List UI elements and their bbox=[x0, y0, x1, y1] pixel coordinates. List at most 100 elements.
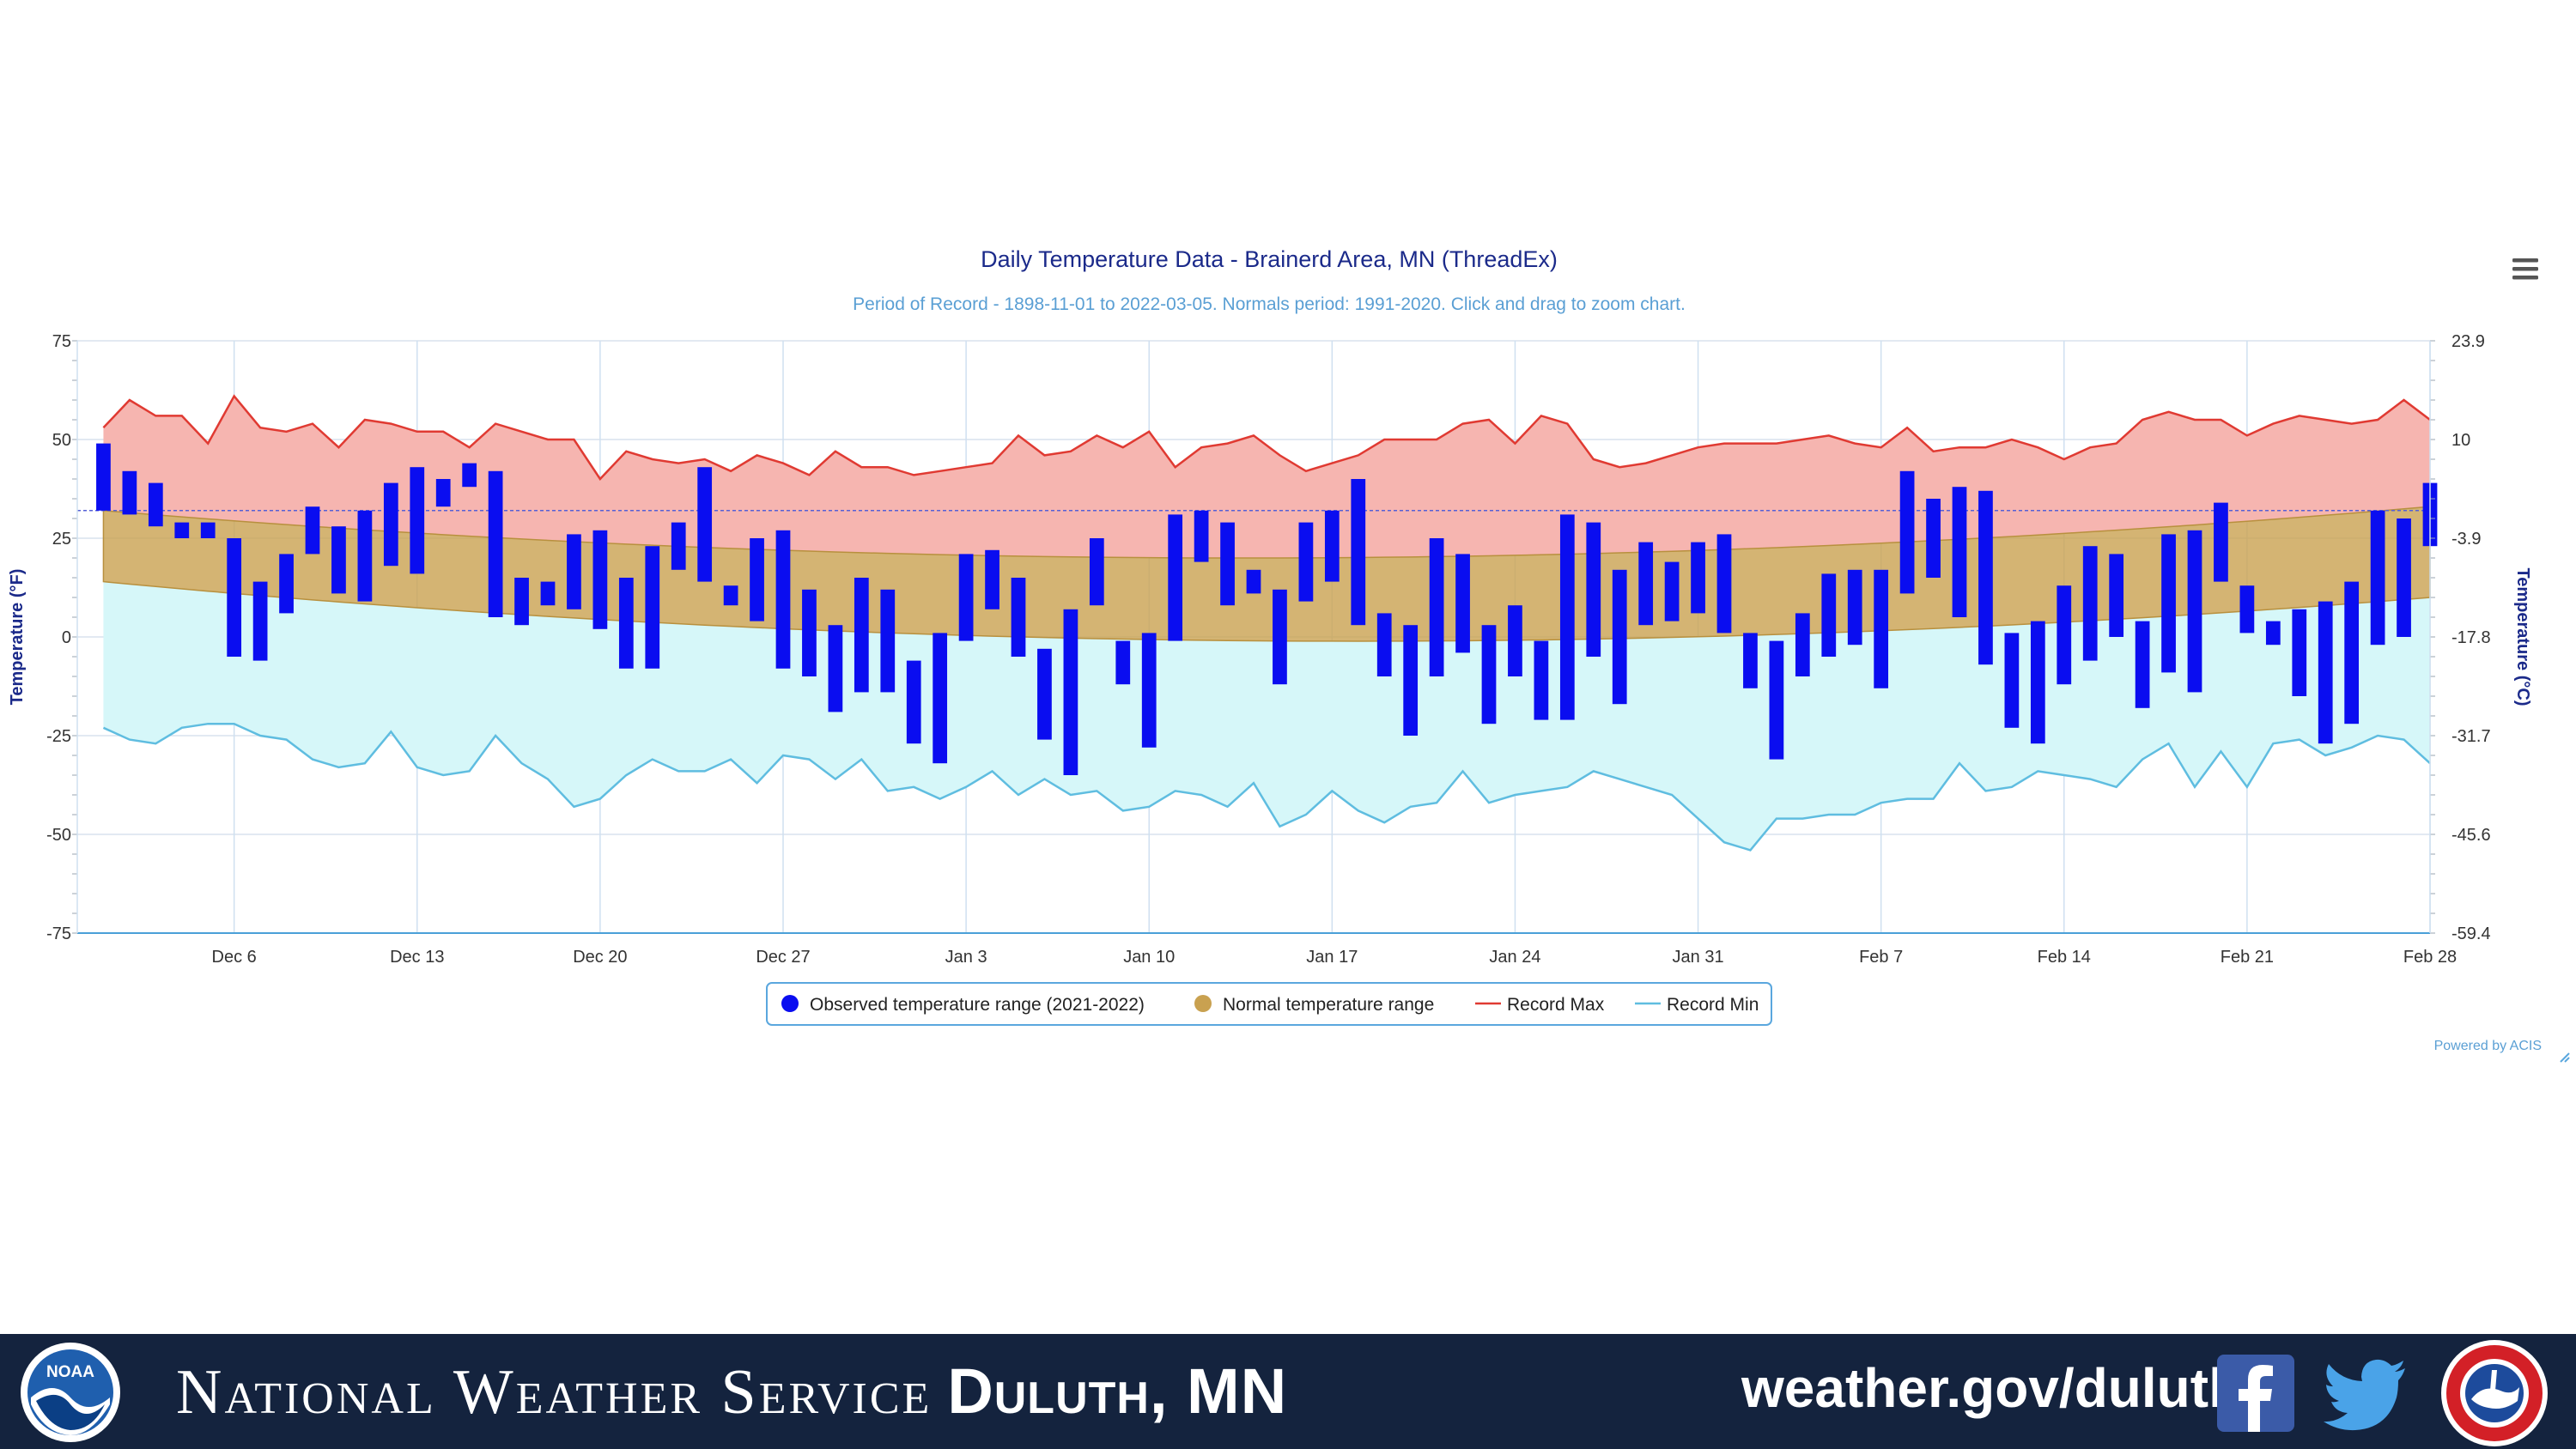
observed-range-series[interactable] bbox=[96, 443, 2438, 775]
temperature-chart[interactable]: 75 23.9 50 10 25 -3.9 0 -17.8 -25 -31.7 -50 -45.6 -7… bbox=[0, 0, 2576, 1334]
observed-bar[interactable] bbox=[1691, 542, 1705, 614]
observed-bar[interactable] bbox=[958, 554, 974, 641]
observed-bar[interactable] bbox=[1795, 613, 1810, 676]
observed-bar[interactable] bbox=[1168, 514, 1183, 641]
observed-bar[interactable] bbox=[462, 463, 477, 488]
observed-bar[interactable] bbox=[227, 538, 242, 657]
observed-bar[interactable] bbox=[802, 589, 817, 676]
observed-bar[interactable] bbox=[2214, 502, 2228, 582]
observed-bar[interactable] bbox=[1899, 470, 1915, 594]
observed-bar[interactable] bbox=[2344, 581, 2360, 724]
observed-bar[interactable] bbox=[1403, 625, 1419, 736]
observed-bar[interactable] bbox=[96, 443, 111, 511]
observed-bar[interactable] bbox=[383, 482, 398, 567]
observed-bar[interactable] bbox=[723, 585, 738, 606]
observed-bar[interactable] bbox=[435, 479, 451, 507]
observed-bar[interactable] bbox=[2109, 554, 2124, 637]
observed-bar[interactable] bbox=[985, 549, 999, 609]
observed-bar[interactable] bbox=[2292, 609, 2307, 696]
observed-bar[interactable] bbox=[1481, 625, 1497, 724]
observed-bar[interactable] bbox=[1089, 538, 1104, 606]
credits-link[interactable]: Powered by ACIS bbox=[2434, 1039, 2542, 1053]
observed-bar[interactable] bbox=[1246, 569, 1261, 594]
observed-bar[interactable] bbox=[1586, 522, 1601, 657]
observed-bar[interactable] bbox=[880, 589, 896, 693]
hamburger-menu-icon[interactable] bbox=[2512, 258, 2538, 280]
observed-bar[interactable] bbox=[2265, 621, 2281, 646]
observed-bar[interactable] bbox=[279, 554, 294, 614]
observed-bar[interactable] bbox=[1612, 569, 1627, 705]
observed-bar[interactable] bbox=[697, 467, 713, 582]
observed-bar[interactable] bbox=[2239, 585, 2255, 634]
observed-bar[interactable] bbox=[2135, 621, 2150, 708]
observed-bar[interactable] bbox=[1115, 640, 1131, 685]
observed-bar[interactable] bbox=[2161, 534, 2176, 673]
observed-bar[interactable] bbox=[1978, 490, 1993, 665]
observed-bar[interactable] bbox=[1847, 569, 1862, 646]
observed-bar[interactable] bbox=[2187, 530, 2202, 693]
observed-bar[interactable] bbox=[1559, 514, 1575, 720]
observed-bar[interactable] bbox=[1638, 542, 1654, 626]
observed-bar[interactable] bbox=[1716, 534, 1732, 634]
legend-item-normal[interactable]: Normal temperature range bbox=[1194, 995, 1434, 1015]
observed-bar[interactable] bbox=[933, 633, 948, 764]
chart-legend[interactable]: Observed temperature range (2021-2022) N… bbox=[766, 982, 1772, 1026]
observed-bar[interactable] bbox=[1351, 479, 1366, 626]
observed-bar[interactable] bbox=[2030, 621, 2045, 744]
twitter-icon[interactable] bbox=[2323, 1358, 2407, 1432]
facebook-icon[interactable] bbox=[2217, 1355, 2294, 1432]
observed-bar[interactable] bbox=[2397, 518, 2411, 637]
observed-bar[interactable] bbox=[1952, 487, 1967, 617]
observed-bar[interactable] bbox=[1194, 510, 1209, 562]
observed-bar[interactable] bbox=[2082, 546, 2098, 661]
observed-bar[interactable] bbox=[252, 581, 268, 661]
observed-bar[interactable] bbox=[1664, 561, 1680, 621]
observed-bar[interactable] bbox=[645, 546, 660, 669]
observed-bar[interactable] bbox=[1037, 648, 1052, 740]
observed-bar[interactable] bbox=[540, 581, 556, 606]
observed-bar[interactable] bbox=[592, 530, 608, 629]
observed-bar[interactable] bbox=[2057, 585, 2072, 685]
observed-bar[interactable] bbox=[1874, 569, 1889, 688]
observed-bar[interactable] bbox=[1743, 633, 1758, 688]
observed-bar[interactable] bbox=[200, 522, 216, 538]
observed-bar[interactable] bbox=[174, 522, 190, 538]
observed-bar[interactable] bbox=[854, 578, 869, 693]
website-link[interactable]: weather.gov/duluth bbox=[1741, 1357, 2243, 1419]
resize-handle-icon[interactable] bbox=[2560, 1052, 2570, 1063]
observed-bar[interactable] bbox=[1324, 510, 1340, 582]
observed-bar[interactable] bbox=[906, 660, 921, 744]
observed-bar[interactable] bbox=[567, 534, 581, 609]
observed-bar[interactable] bbox=[1534, 640, 1549, 720]
observed-bar[interactable] bbox=[122, 470, 137, 515]
observed-bar[interactable] bbox=[1141, 633, 1157, 748]
legend-item-record-max[interactable]: Record Max bbox=[1475, 995, 1605, 1015]
observed-bar[interactable] bbox=[2318, 601, 2333, 744]
observed-bar[interactable] bbox=[331, 526, 346, 594]
noaa-logo[interactable]: NOAA bbox=[19, 1341, 122, 1444]
observed-bar[interactable] bbox=[671, 522, 686, 570]
legend-item-record-min[interactable]: Record Min bbox=[1635, 995, 1759, 1015]
nws-logo[interactable] bbox=[2440, 1339, 2549, 1447]
observed-bar[interactable] bbox=[148, 482, 163, 527]
legend-item-observed[interactable]: Observed temperature range (2021-2022) bbox=[781, 995, 1145, 1015]
observed-bar[interactable] bbox=[1926, 499, 1941, 578]
observed-bar[interactable] bbox=[1298, 522, 1314, 602]
observed-bar[interactable] bbox=[618, 578, 634, 669]
observed-bar[interactable] bbox=[1821, 573, 1837, 657]
observed-bar[interactable] bbox=[1376, 613, 1392, 676]
observed-bar[interactable] bbox=[1273, 589, 1287, 685]
observed-bar[interactable] bbox=[1455, 554, 1470, 653]
observed-bar[interactable] bbox=[1063, 609, 1078, 775]
observed-bar[interactable] bbox=[1429, 538, 1444, 676]
observed-bar[interactable] bbox=[305, 506, 320, 555]
observed-bar[interactable] bbox=[2370, 510, 2385, 646]
observed-bar[interactable] bbox=[410, 467, 425, 574]
observed-bar[interactable] bbox=[1220, 522, 1235, 606]
observed-bar[interactable] bbox=[514, 578, 529, 626]
observed-bar[interactable] bbox=[488, 470, 503, 617]
observed-bar[interactable] bbox=[1508, 605, 1522, 676]
observed-bar[interactable] bbox=[357, 510, 373, 602]
observed-bar[interactable] bbox=[1011, 578, 1026, 657]
observed-bar[interactable] bbox=[2004, 633, 2020, 728]
